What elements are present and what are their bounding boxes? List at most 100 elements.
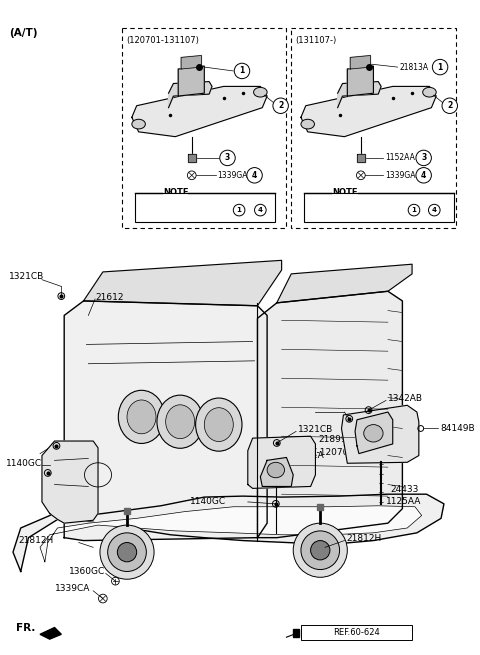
Circle shape (301, 531, 339, 570)
Polygon shape (132, 86, 267, 137)
Polygon shape (42, 441, 98, 523)
Circle shape (220, 150, 235, 166)
Ellipse shape (132, 119, 145, 129)
Text: 21899: 21899 (318, 435, 347, 443)
Polygon shape (317, 504, 323, 510)
Polygon shape (257, 291, 402, 538)
Text: ~: ~ (247, 206, 253, 215)
Text: 1125AA: 1125AA (386, 497, 421, 506)
Polygon shape (181, 56, 202, 69)
Text: 1: 1 (437, 63, 443, 71)
FancyBboxPatch shape (304, 193, 454, 221)
Text: 21611A: 21611A (289, 451, 324, 460)
Text: 2: 2 (447, 102, 452, 110)
Text: 4: 4 (421, 171, 426, 180)
Text: 1: 1 (411, 207, 417, 213)
Text: (A/T): (A/T) (9, 28, 37, 39)
Circle shape (408, 204, 420, 216)
Text: (-120701): (-120701) (313, 448, 358, 457)
Polygon shape (348, 66, 373, 96)
Text: 3: 3 (225, 153, 230, 162)
Polygon shape (248, 436, 315, 489)
Text: 21812H: 21812H (347, 534, 382, 543)
Text: 21612: 21612 (95, 293, 124, 301)
Ellipse shape (423, 87, 436, 97)
Ellipse shape (127, 400, 156, 434)
Circle shape (254, 204, 266, 216)
Text: 1321CB: 1321CB (298, 425, 333, 434)
Circle shape (416, 168, 432, 183)
Polygon shape (342, 405, 419, 463)
Text: 3: 3 (421, 153, 426, 162)
Text: THE NO. 21850 :: THE NO. 21850 : (139, 206, 204, 215)
Text: 4: 4 (432, 207, 437, 213)
Ellipse shape (253, 87, 267, 97)
Ellipse shape (364, 424, 383, 442)
Text: 1: 1 (240, 66, 245, 75)
Polygon shape (293, 629, 299, 637)
Circle shape (442, 98, 457, 113)
Text: NOTE: NOTE (163, 188, 188, 197)
Text: FR.: FR. (16, 622, 35, 633)
Text: 1360GC: 1360GC (69, 567, 105, 576)
Polygon shape (337, 82, 381, 107)
Circle shape (311, 540, 330, 560)
Circle shape (293, 523, 348, 577)
Polygon shape (178, 66, 204, 96)
Text: 1342AB: 1342AB (388, 394, 423, 403)
Circle shape (432, 60, 448, 75)
Text: 84149B: 84149B (440, 424, 475, 433)
Text: 1339GA: 1339GA (385, 171, 416, 180)
Polygon shape (188, 154, 196, 162)
Polygon shape (357, 154, 365, 162)
Text: 1152AA: 1152AA (385, 153, 415, 162)
Polygon shape (84, 260, 282, 306)
Text: 1321CB: 1321CB (9, 272, 44, 281)
Text: 1339GA: 1339GA (217, 171, 247, 180)
Ellipse shape (157, 395, 204, 448)
Ellipse shape (196, 398, 242, 451)
Circle shape (117, 542, 137, 562)
Text: 2: 2 (278, 102, 283, 110)
Text: THE NO. 21899 :: THE NO. 21899 : (308, 206, 372, 215)
Circle shape (234, 64, 250, 79)
Text: (120701-131107): (120701-131107) (126, 35, 199, 45)
Text: 1339CA: 1339CA (55, 584, 90, 593)
Polygon shape (350, 56, 371, 69)
Text: NOTE: NOTE (332, 188, 357, 197)
Polygon shape (168, 82, 212, 107)
Ellipse shape (166, 405, 195, 439)
Circle shape (273, 98, 288, 113)
Text: 1: 1 (237, 207, 241, 213)
Polygon shape (355, 412, 393, 454)
Text: 1140GC: 1140GC (6, 458, 42, 468)
Circle shape (247, 168, 262, 183)
Text: 1140GC: 1140GC (190, 497, 226, 506)
Ellipse shape (301, 119, 314, 129)
Text: 21813A: 21813A (399, 63, 429, 71)
Text: 4: 4 (258, 207, 263, 213)
Polygon shape (40, 506, 422, 562)
Text: (131107-): (131107-) (295, 35, 336, 45)
Circle shape (100, 525, 154, 579)
Polygon shape (64, 301, 267, 540)
Circle shape (108, 533, 146, 571)
Circle shape (416, 150, 432, 166)
Ellipse shape (118, 390, 165, 443)
Ellipse shape (267, 462, 285, 477)
Ellipse shape (204, 407, 233, 441)
Circle shape (233, 204, 245, 216)
Polygon shape (260, 457, 293, 487)
Polygon shape (124, 508, 130, 514)
Text: 4: 4 (252, 171, 257, 180)
Polygon shape (277, 264, 412, 303)
Text: ~: ~ (422, 206, 428, 215)
Text: 21812H: 21812H (19, 536, 54, 545)
FancyBboxPatch shape (135, 193, 275, 221)
Polygon shape (40, 627, 61, 639)
Circle shape (429, 204, 440, 216)
Polygon shape (301, 86, 436, 137)
Text: REF.60-624: REF.60-624 (333, 628, 379, 637)
Text: 24433: 24433 (391, 485, 419, 494)
Polygon shape (13, 494, 444, 571)
